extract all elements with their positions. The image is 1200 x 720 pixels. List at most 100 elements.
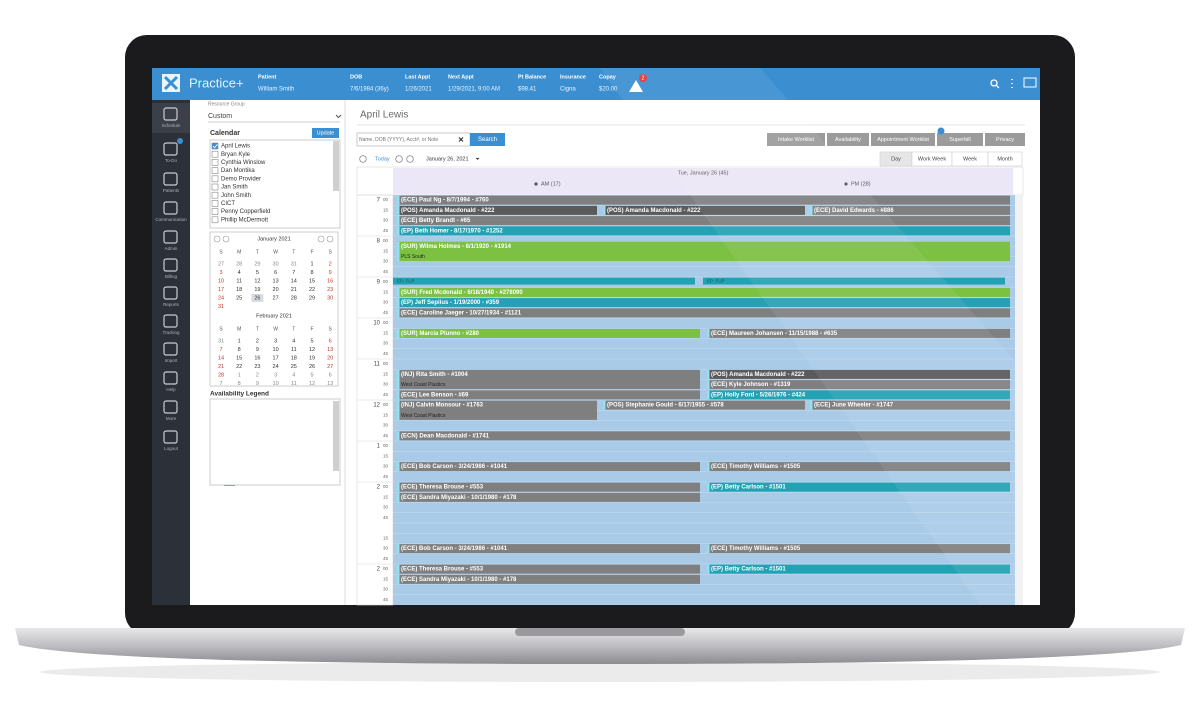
cal-nav[interactable] xyxy=(317,235,325,243)
calendar-day[interactable]: 16 xyxy=(254,355,260,361)
nav-icon[interactable] xyxy=(163,201,178,215)
calendar-day[interactable]: 30 xyxy=(273,261,279,267)
nav-icon[interactable] xyxy=(163,400,178,414)
appointment[interactable] xyxy=(810,205,1010,215)
calendar-day[interactable]: 27 xyxy=(273,295,279,301)
date-nav[interactable] xyxy=(395,155,403,163)
appointment[interactable] xyxy=(810,400,1010,410)
alert-icon[interactable] xyxy=(629,80,643,92)
provider-checkbox[interactable] xyxy=(211,175,219,183)
appointment[interactable] xyxy=(707,390,1010,400)
appointment[interactable] xyxy=(397,328,700,338)
nav-icon[interactable] xyxy=(163,172,178,186)
appointment[interactable] xyxy=(707,482,1010,492)
calendar-day[interactable]: 24 xyxy=(218,295,224,301)
calendar-day[interactable]: 16 xyxy=(327,278,333,284)
calendar-day[interactable]: 3 xyxy=(219,270,222,276)
calendar-day[interactable]: 13 xyxy=(273,278,279,284)
toolbar-button[interactable] xyxy=(827,133,869,146)
appointment[interactable] xyxy=(397,308,1010,318)
calendar-day[interactable]: 25 xyxy=(291,364,297,370)
appointment[interactable] xyxy=(707,462,1010,472)
appointment[interactable] xyxy=(397,431,1010,441)
appointment[interactable] xyxy=(397,226,1010,236)
calendar-day[interactable]: 27 xyxy=(218,261,224,267)
appointment[interactable] xyxy=(707,380,1010,390)
calendar-day[interactable]: 4 xyxy=(238,270,241,276)
calendar-day[interactable]: 12 xyxy=(309,381,315,387)
provider-checkbox[interactable] xyxy=(211,183,219,191)
calendar-day[interactable]: 9 xyxy=(256,381,259,387)
cal-nav[interactable] xyxy=(326,235,334,243)
provider-checkbox[interactable] xyxy=(211,150,219,158)
calendar-day[interactable]: 28 xyxy=(218,372,224,378)
calendar-day[interactable]: 21 xyxy=(291,287,297,293)
nav-icon[interactable] xyxy=(163,258,178,272)
cal-nav[interactable] xyxy=(213,235,221,243)
calendar-day[interactable]: 11 xyxy=(236,278,242,284)
calendar-day[interactable]: 23 xyxy=(327,287,333,293)
appointment[interactable] xyxy=(397,195,1010,205)
calendar-day[interactable]: 30 xyxy=(327,295,333,301)
appointment[interactable] xyxy=(397,400,597,420)
calendar-day[interactable]: 21 xyxy=(218,364,224,370)
search-icon[interactable] xyxy=(990,79,998,87)
appointment[interactable] xyxy=(397,462,700,472)
calendar-day[interactable]: 2 xyxy=(329,261,332,267)
calendar-day[interactable]: 26 xyxy=(309,364,315,370)
calendar-day[interactable]: 1 xyxy=(310,261,313,267)
calendar-day[interactable]: 11 xyxy=(291,381,297,387)
nav-icon[interactable] xyxy=(163,286,178,300)
calendar-day[interactable]: 25 xyxy=(236,295,242,301)
calendar-day[interactable]: 1 xyxy=(238,372,241,378)
calendar-day[interactable]: 31 xyxy=(218,304,224,310)
calendar-day[interactable]: 17 xyxy=(218,287,224,293)
toolbar-button[interactable] xyxy=(937,133,983,146)
appointment[interactable] xyxy=(397,241,1010,262)
calendar-day[interactable]: 9 xyxy=(329,270,332,276)
calendar-day[interactable]: 3 xyxy=(274,338,277,344)
calendar-day[interactable]: 29 xyxy=(254,261,260,267)
calendar-day[interactable]: 4 xyxy=(292,338,295,344)
calendar-day[interactable]: 24 xyxy=(273,364,279,370)
calendar-day[interactable]: 10 xyxy=(273,347,279,353)
calendar-day[interactable]: 5 xyxy=(310,338,313,344)
calendar-day[interactable]: 26 xyxy=(254,295,260,301)
calendar-day[interactable]: 27 xyxy=(327,364,333,370)
calendar-day[interactable]: 20 xyxy=(327,355,333,361)
toolbar-button[interactable] xyxy=(767,133,825,146)
calendar-day[interactable]: 17 xyxy=(273,355,279,361)
calendar-day[interactable]: 2 xyxy=(256,338,259,344)
calendar-day[interactable]: 5 xyxy=(256,270,259,276)
provider-checkbox[interactable] xyxy=(211,216,219,224)
calendar-day[interactable]: 18 xyxy=(236,287,242,293)
appointment[interactable] xyxy=(397,369,700,390)
calendar-day[interactable]: 31 xyxy=(291,261,297,267)
appointment[interactable] xyxy=(397,216,1010,226)
nav-icon[interactable] xyxy=(163,230,178,244)
calendar-day[interactable]: 10 xyxy=(273,381,279,387)
cal-nav[interactable] xyxy=(222,235,230,243)
toolbar-button[interactable] xyxy=(871,133,935,146)
calendar-day[interactable]: 18 xyxy=(291,355,297,361)
appointment[interactable] xyxy=(397,205,597,215)
calendar-day[interactable]: 28 xyxy=(236,261,242,267)
calendar-day[interactable]: 7 xyxy=(219,347,222,353)
calendar-day[interactable]: 12 xyxy=(254,278,260,284)
calendar-day[interactable]: 8 xyxy=(310,270,313,276)
update-button[interactable] xyxy=(312,128,339,138)
resource-group-select[interactable]: Custom xyxy=(208,113,232,120)
appointment[interactable] xyxy=(397,287,1010,297)
calendar-day[interactable]: 15 xyxy=(236,355,242,361)
nav-icon[interactable] xyxy=(163,142,178,156)
calendar-day[interactable]: 14 xyxy=(218,355,224,361)
provider-checkbox[interactable] xyxy=(211,167,219,174)
calendar-day[interactable]: 28 xyxy=(291,295,297,301)
calendar-day[interactable]: 15 xyxy=(309,278,315,284)
provider-checkbox[interactable] xyxy=(211,142,219,150)
nav-icon[interactable] xyxy=(163,430,178,444)
toolbar-button[interactable] xyxy=(985,133,1025,146)
calendar-day[interactable]: 6 xyxy=(329,338,332,344)
calendar-day[interactable]: 8 xyxy=(238,381,241,387)
appointment[interactable] xyxy=(707,564,1010,574)
